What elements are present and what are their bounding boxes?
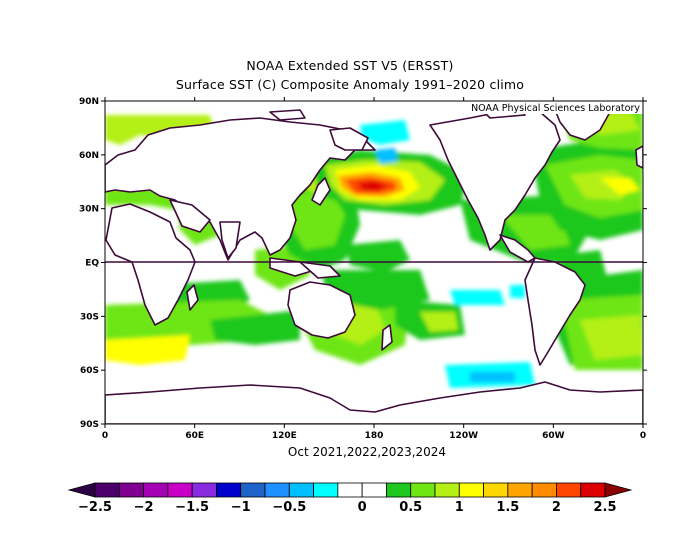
lat-tick-label: 30S bbox=[80, 312, 99, 322]
colorbar-swatch bbox=[118, 482, 144, 498]
colorbar-label: −2.5 bbox=[78, 500, 112, 515]
map-credit: NOAA Physical Sciences Laboratory bbox=[471, 103, 640, 114]
colorbar-swatch bbox=[507, 482, 533, 498]
lon-tick-label: 60E bbox=[185, 431, 204, 441]
colorbar-label: 1 bbox=[455, 500, 464, 515]
colorbar-swatch bbox=[264, 482, 290, 498]
colorbar-label: 0 bbox=[358, 500, 367, 515]
colorbar-under-arrow bbox=[67, 482, 96, 498]
colorbar-swatch bbox=[434, 482, 460, 498]
colorbar-swatch bbox=[94, 482, 120, 498]
colorbar-label: 2.5 bbox=[593, 500, 616, 515]
lat-tick-label: 90N bbox=[79, 97, 99, 107]
latitude-axis: 90N 60N 30N EQ 30S 60S 90S bbox=[79, 97, 647, 430]
lat-tick-label: 60S bbox=[80, 366, 99, 376]
colorbar bbox=[67, 482, 633, 498]
colorbar-swatch bbox=[410, 482, 436, 498]
lon-tick-label: 120W bbox=[449, 431, 478, 441]
map-subtitle: Surface SST (C) Composite Anomaly 1991–2… bbox=[175, 77, 525, 92]
colorbar-over-arrow bbox=[604, 482, 633, 498]
map-plot-area bbox=[105, 101, 643, 424]
colorbar-swatch bbox=[191, 482, 217, 498]
colorbar-swatch bbox=[386, 482, 412, 498]
colorbar-swatch bbox=[240, 482, 266, 498]
colorbar-labels: −2.5 −2 −1.5 −1 −0.5 0 0.5 1 1.5 2 2.5 bbox=[78, 500, 616, 515]
colorbar-swatch bbox=[143, 482, 169, 498]
colorbar-swatch bbox=[216, 482, 242, 498]
colorbar-swatch bbox=[313, 482, 339, 498]
lon-tick-label: 120E bbox=[272, 431, 297, 441]
lat-tick-label: 90S bbox=[80, 420, 99, 430]
longitude-axis: 0 60E 120E 180 120W 60W 0 bbox=[102, 97, 646, 441]
colorbar-swatch bbox=[483, 482, 509, 498]
colorbar-swatch bbox=[531, 482, 557, 498]
colorbar-label: 1.5 bbox=[496, 500, 519, 515]
colorbar-label: −2 bbox=[134, 500, 154, 515]
colorbar-swatch bbox=[361, 482, 387, 498]
lat-tick-label: EQ bbox=[85, 259, 99, 269]
lat-tick-label: 60N bbox=[79, 151, 99, 161]
colorbar-label: −1 bbox=[231, 500, 251, 515]
colorbar-swatch bbox=[458, 482, 484, 498]
continent-outlines bbox=[105, 104, 643, 424]
colorbar-label: −0.5 bbox=[272, 500, 306, 515]
lon-tick-label: 0 bbox=[102, 431, 108, 441]
lat-tick-label: 30N bbox=[79, 205, 99, 215]
map-title: NOAA Extended SST V5 (ERSST) bbox=[246, 58, 454, 73]
lon-tick-label: 180 bbox=[365, 431, 384, 441]
colorbar-swatch bbox=[337, 482, 363, 498]
colorbar-label: 0.5 bbox=[399, 500, 422, 515]
colorbar-label: −1.5 bbox=[175, 500, 209, 515]
period-label: Oct 2021,2022,2023,2024 bbox=[288, 445, 446, 459]
colorbar-swatch bbox=[288, 482, 314, 498]
colorbar-swatch bbox=[167, 482, 193, 498]
colorbar-swatch bbox=[556, 482, 582, 498]
colorbar-swatch bbox=[580, 482, 606, 498]
lon-tick-label: 0 bbox=[640, 431, 646, 441]
lon-tick-label: 60W bbox=[542, 431, 565, 441]
colorbar-label: 2 bbox=[552, 500, 561, 515]
